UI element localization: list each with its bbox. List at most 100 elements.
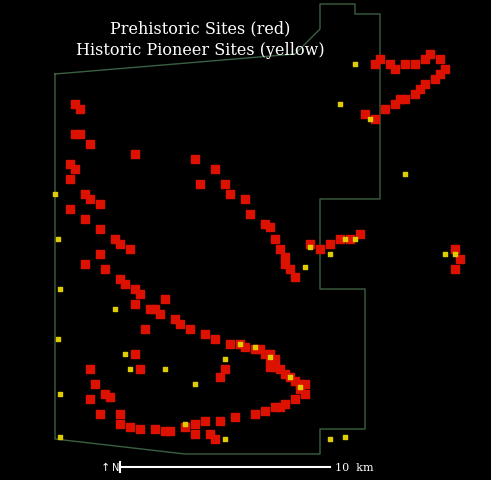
Point	[291, 377, 299, 385]
Point	[371, 116, 379, 123]
Point	[356, 231, 364, 239]
Point	[131, 151, 139, 158]
Point	[266, 355, 274, 363]
Point	[411, 91, 419, 99]
Point	[316, 246, 324, 253]
Point	[211, 435, 219, 443]
Point	[126, 365, 134, 373]
Point	[191, 430, 199, 438]
Point	[86, 365, 94, 373]
Point	[121, 350, 129, 358]
Text: Prehistoric Sites (red): Prehistoric Sites (red)	[110, 20, 290, 37]
Point	[281, 400, 289, 408]
Point	[181, 420, 189, 428]
Point	[126, 246, 134, 253]
Point	[221, 365, 229, 373]
Point	[326, 251, 334, 258]
Point	[226, 340, 234, 348]
Point	[436, 56, 444, 64]
Point	[261, 350, 269, 358]
Point	[266, 363, 274, 371]
Point	[76, 131, 84, 139]
Point	[401, 96, 409, 104]
Point	[236, 340, 244, 348]
Point	[191, 380, 199, 388]
Point	[426, 51, 434, 59]
Point	[66, 161, 74, 168]
Point	[131, 286, 139, 293]
Point	[276, 246, 284, 253]
Point	[54, 336, 62, 343]
Point	[116, 240, 124, 248]
Point	[54, 236, 62, 243]
Point	[251, 346, 259, 353]
Point	[361, 111, 369, 119]
Point	[346, 236, 354, 243]
Point	[106, 393, 114, 401]
Point	[241, 343, 249, 351]
Point	[126, 423, 134, 431]
Text: 10  km: 10 km	[335, 462, 374, 472]
Point	[221, 355, 229, 363]
Point	[56, 390, 64, 398]
Point	[266, 224, 274, 231]
Point	[66, 176, 74, 183]
Point	[351, 61, 359, 69]
Point	[96, 410, 104, 418]
Point	[281, 253, 289, 261]
Point	[201, 417, 209, 425]
Point	[421, 81, 429, 89]
Point	[411, 61, 419, 69]
Point	[221, 181, 229, 189]
Point	[71, 166, 79, 173]
Point	[71, 131, 79, 139]
Point	[81, 191, 89, 198]
Point	[136, 425, 144, 433]
Point	[276, 403, 284, 411]
Point	[306, 244, 314, 252]
Point	[271, 363, 279, 371]
Point	[111, 236, 119, 243]
Point	[136, 365, 144, 373]
Point	[296, 380, 304, 388]
Point	[301, 390, 309, 398]
Point	[51, 191, 59, 198]
Point	[451, 265, 459, 273]
Point	[146, 305, 154, 313]
Point	[416, 86, 424, 94]
Point	[226, 191, 234, 198]
Point	[251, 410, 259, 418]
Point	[211, 166, 219, 173]
Point	[116, 410, 124, 418]
Point	[121, 281, 129, 288]
Point	[441, 66, 449, 74]
Text: N: N	[112, 462, 119, 472]
Point	[271, 355, 279, 363]
Point	[211, 336, 219, 343]
Point	[401, 61, 409, 69]
Point	[161, 365, 169, 373]
Point	[301, 264, 309, 271]
Point	[236, 340, 244, 348]
Point	[381, 106, 389, 114]
Point	[171, 315, 179, 323]
Point	[386, 61, 394, 69]
Point	[286, 265, 294, 273]
Point	[286, 373, 294, 381]
Point	[151, 305, 159, 313]
Text: ↑: ↑	[100, 462, 109, 472]
Point	[261, 221, 269, 228]
Point	[296, 384, 304, 391]
Point	[256, 346, 264, 353]
Point	[176, 321, 184, 328]
Point	[201, 330, 209, 338]
Point	[101, 390, 109, 398]
Point	[96, 226, 104, 233]
Point	[336, 101, 344, 108]
Point	[136, 290, 144, 298]
Point	[371, 61, 379, 69]
Point	[131, 300, 139, 308]
Point	[161, 427, 169, 435]
Point	[156, 311, 164, 318]
Point	[96, 201, 104, 208]
